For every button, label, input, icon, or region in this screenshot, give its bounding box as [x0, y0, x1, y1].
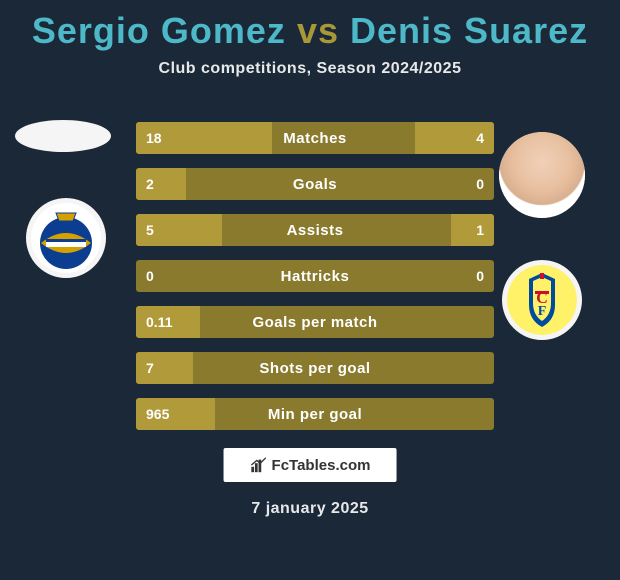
player2-name: Denis Suarez	[350, 10, 588, 51]
stat-row: 5 Assists 1	[136, 214, 494, 246]
comparison-title: Sergio Gomez vs Denis Suarez	[0, 0, 620, 52]
vs-text: vs	[297, 10, 339, 51]
stat-value-right: 0	[476, 268, 484, 284]
stat-label: Min per goal	[136, 406, 494, 423]
stat-row: 0 Hattricks 0	[136, 260, 494, 292]
stat-row: 18 Matches 4	[136, 122, 494, 154]
chart-icon	[250, 456, 268, 474]
watermark: FcTables.com	[224, 448, 397, 482]
club2-logo: C F	[502, 260, 582, 340]
date-text: 7 january 2025	[0, 500, 620, 518]
watermark-text: FcTables.com	[272, 457, 371, 474]
stat-value-right: 4	[476, 130, 484, 146]
svg-text:F: F	[538, 304, 547, 319]
stat-value-right: 1	[476, 222, 484, 238]
stat-label: Goals per match	[136, 314, 494, 331]
subtitle: Club competitions, Season 2024/2025	[0, 60, 620, 78]
stat-row: 0.11 Goals per match	[136, 306, 494, 338]
stat-value-right: 0	[476, 176, 484, 192]
player2-photo	[499, 132, 585, 218]
stat-row: 2 Goals 0	[136, 168, 494, 200]
stat-label: Shots per goal	[136, 360, 494, 377]
stat-row: 965 Min per goal	[136, 398, 494, 430]
stat-row: 7 Shots per goal	[136, 352, 494, 384]
stat-label: Assists	[136, 222, 494, 239]
stat-label: Goals	[136, 176, 494, 193]
player1-photo	[15, 120, 111, 152]
stat-label: Matches	[136, 130, 494, 147]
club1-logo	[26, 198, 106, 278]
stats-container: 18 Matches 4 2 Goals 0 5 Assists 1 0 Hat…	[136, 122, 494, 444]
player1-name: Sergio Gomez	[32, 10, 286, 51]
stat-label: Hattricks	[136, 268, 494, 285]
